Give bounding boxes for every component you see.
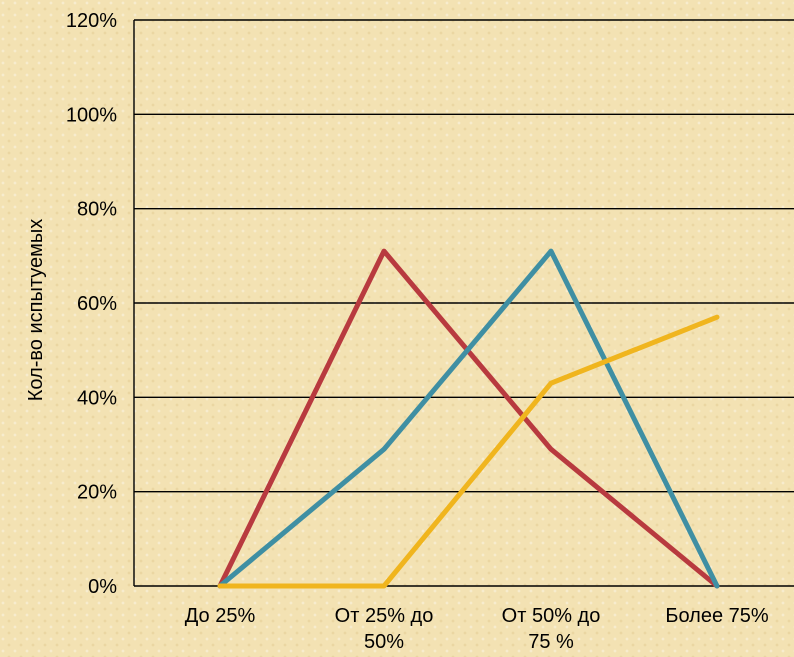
x-tick-label: Более 75%: [665, 605, 769, 627]
y-tick-label: 60%: [77, 293, 117, 315]
series-line-2: [217, 248, 720, 589]
x-axis-tick-labels: До 25% От 25% до 50% От 50% до 75 % Более 75%: [185, 605, 769, 653]
series-lines: [217, 248, 720, 589]
y-tick-label: 100%: [66, 104, 117, 126]
x-tick-label: От 50% до 75 %: [502, 605, 601, 653]
y-tick-label: 80%: [77, 199, 117, 221]
y-axis-title: Кол-во испытуемых: [25, 219, 47, 402]
series-line-1: [217, 248, 720, 589]
series-line-3: [217, 314, 720, 589]
y-tick-label: 120%: [66, 10, 117, 32]
y-axis-tick-labels: 0% 20% 40% 60% 80% 100% 120%: [66, 10, 117, 598]
x-tick-label: До 25%: [185, 605, 256, 627]
y-tick-label: 40%: [77, 387, 117, 409]
y-tick-label: 0%: [88, 576, 117, 598]
x-tick-label: От 25% до 50%: [335, 605, 434, 653]
y-tick-label: 20%: [77, 482, 117, 504]
gridlines: [133, 19, 794, 587]
